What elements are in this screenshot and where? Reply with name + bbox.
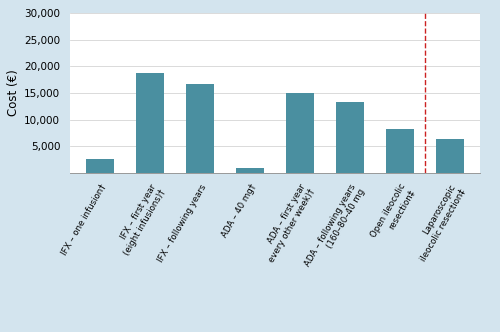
Bar <box>186 84 214 173</box>
Y-axis label: Cost (€): Cost (€) <box>7 70 20 116</box>
Bar <box>386 129 414 173</box>
Bar <box>436 139 464 173</box>
Bar <box>86 159 114 173</box>
Bar <box>236 168 264 173</box>
Bar <box>336 102 364 173</box>
Bar <box>286 93 314 173</box>
Bar <box>136 73 164 173</box>
